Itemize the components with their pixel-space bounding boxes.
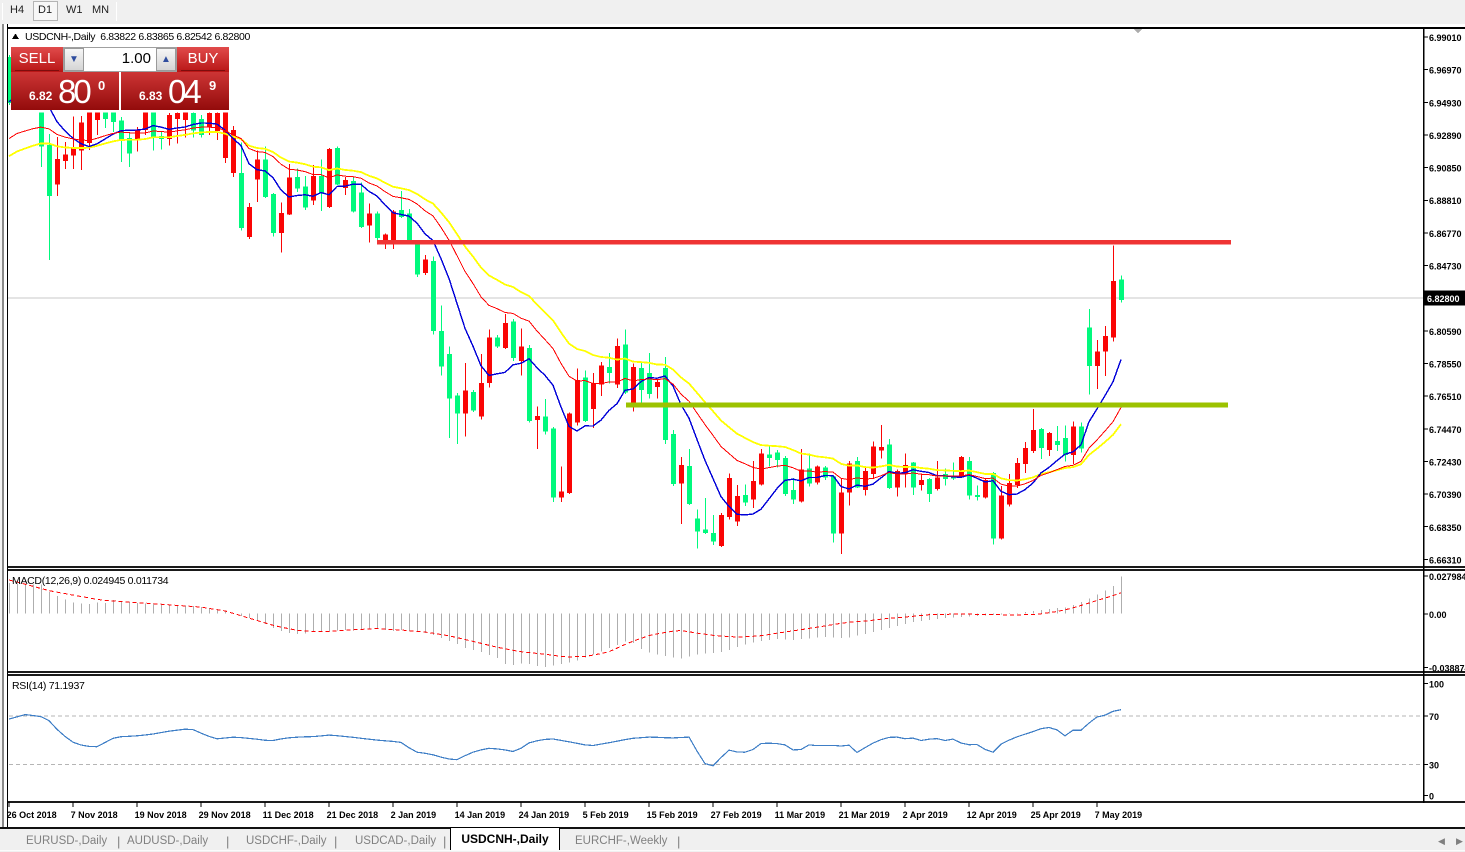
svg-text:100: 100: [1429, 680, 1444, 690]
svg-text:27 Feb 2019: 27 Feb 2019: [711, 810, 762, 820]
svg-text:6.68350: 6.68350: [1429, 523, 1462, 533]
svg-text:12 Apr 2019: 12 Apr 2019: [967, 810, 1017, 820]
svg-text:25 Apr 2019: 25 Apr 2019: [1031, 810, 1081, 820]
svg-text:6.94930: 6.94930: [1429, 98, 1462, 108]
svg-text:6.82800: 6.82800: [1427, 294, 1460, 304]
svg-text:6.72430: 6.72430: [1429, 457, 1462, 467]
svg-text:21 Dec 2018: 21 Dec 2018: [327, 810, 379, 820]
svg-text:6.76510: 6.76510: [1429, 392, 1462, 402]
svg-text:0.027984: 0.027984: [1429, 572, 1465, 582]
svg-text:USDCNH-,Daily 6.83822 6.83865: USDCNH-,Daily 6.83822 6.83865 6.82542 6.…: [25, 31, 250, 43]
svg-text:6.99010: 6.99010: [1429, 33, 1462, 43]
svg-text:6.66310: 6.66310: [1429, 555, 1462, 565]
svg-text:70: 70: [1429, 712, 1439, 722]
svg-text:2 Apr 2019: 2 Apr 2019: [903, 810, 948, 820]
svg-text:5 Feb 2019: 5 Feb 2019: [583, 810, 629, 820]
svg-text:6.78550: 6.78550: [1429, 360, 1462, 370]
svg-text:14 Jan 2019: 14 Jan 2019: [455, 810, 506, 820]
svg-text:6.92890: 6.92890: [1429, 131, 1462, 141]
svg-text:6.88810: 6.88810: [1429, 196, 1462, 206]
svg-text:6.96970: 6.96970: [1429, 66, 1462, 76]
svg-text:RSI(14) 71.1937: RSI(14) 71.1937: [12, 680, 85, 692]
svg-text:19 Nov 2018: 19 Nov 2018: [135, 810, 187, 820]
svg-text:6.80590: 6.80590: [1429, 327, 1462, 337]
svg-text:6.86770: 6.86770: [1429, 229, 1462, 239]
svg-text:21 Mar 2019: 21 Mar 2019: [839, 810, 890, 820]
svg-text:15 Feb 2019: 15 Feb 2019: [647, 810, 698, 820]
svg-text:26 Oct 2018: 26 Oct 2018: [7, 810, 57, 820]
svg-text:0.00: 0.00: [1429, 610, 1447, 620]
svg-text:0: 0: [1429, 792, 1434, 802]
svg-text:6.90850: 6.90850: [1429, 164, 1462, 174]
svg-text:11 Mar 2019: 11 Mar 2019: [775, 810, 826, 820]
svg-text:7 May 2019: 7 May 2019: [1095, 810, 1143, 820]
svg-text:30: 30: [1429, 760, 1439, 770]
svg-text:29 Nov 2018: 29 Nov 2018: [199, 810, 251, 820]
svg-text:-0.038874: -0.038874: [1429, 664, 1465, 674]
svg-text:11 Dec 2018: 11 Dec 2018: [263, 810, 314, 820]
svg-text:6.70390: 6.70390: [1429, 490, 1462, 500]
svg-text:6.74470: 6.74470: [1429, 425, 1462, 435]
svg-text:MACD(12,26,9) 0.024945 0.01173: MACD(12,26,9) 0.024945 0.011734: [12, 575, 169, 587]
svg-text:2 Jan 2019: 2 Jan 2019: [391, 810, 437, 820]
svg-text:7 Nov 2018: 7 Nov 2018: [71, 810, 118, 820]
svg-text:24 Jan 2019: 24 Jan 2019: [519, 810, 570, 820]
svg-text:6.84730: 6.84730: [1429, 262, 1462, 272]
